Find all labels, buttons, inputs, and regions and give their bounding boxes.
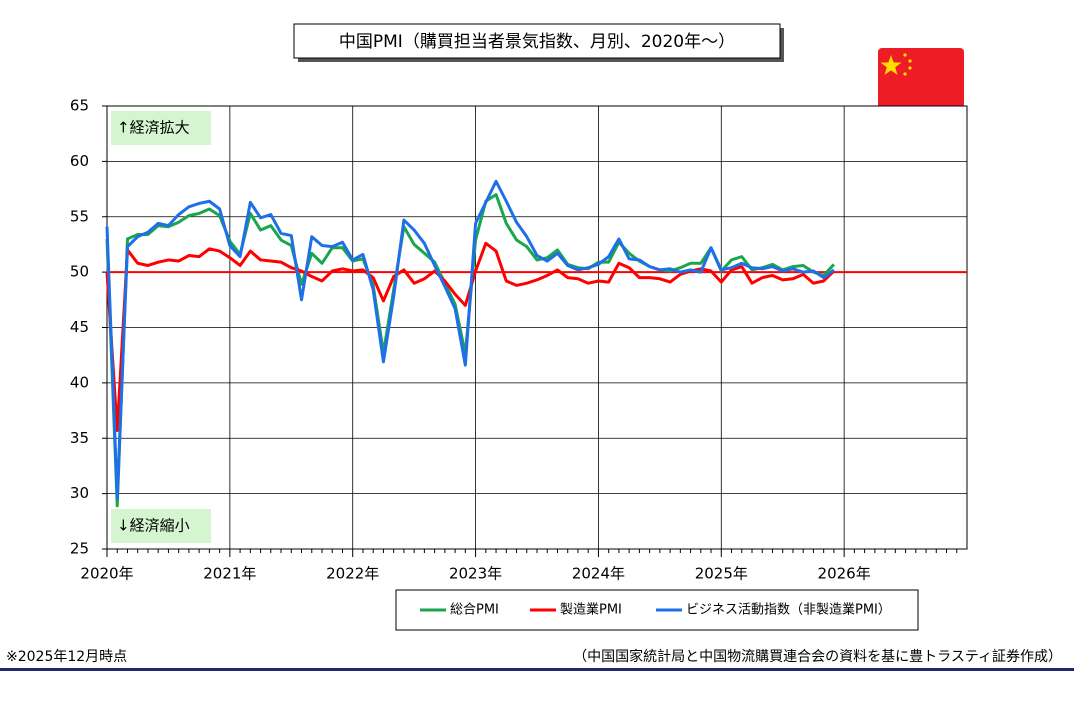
flag-star (903, 53, 907, 57)
x-tick-label: 2020年 (80, 565, 133, 583)
y-tick-label: 35 (70, 429, 89, 447)
footnote: ※2025年12月時点 (6, 649, 127, 665)
y-tick-label: 65 (70, 97, 89, 115)
y-tick-label: 45 (70, 318, 89, 336)
series-line (105, 179, 835, 500)
y-tick-label: 30 (70, 484, 89, 502)
annotation: ↑経済拡大 (117, 119, 190, 137)
annotation: ↓経済縮小 (117, 517, 190, 535)
y-tick-label: 50 (70, 263, 89, 281)
title-box (293, 23, 781, 59)
legend-label: ビジネス活動指数（非製造業PMI） (686, 602, 891, 618)
y-tick-label: 55 (70, 207, 89, 225)
x-tick-label: 2022年 (326, 565, 379, 583)
y-tick-label: 40 (70, 373, 89, 391)
x-tick-label: 2026年 (818, 565, 871, 583)
x-tick-label: 2024年 (572, 565, 625, 583)
footer-rule (0, 668, 1074, 671)
annotation-box (111, 509, 211, 543)
chart-title: 中国PMI（購買担当者景気指数、月別、2020年～） (339, 32, 735, 52)
y-tick-label: 60 (70, 152, 89, 170)
flag-star (903, 72, 907, 76)
annotation-box (111, 111, 211, 145)
legend-label: 総合PMI (450, 603, 499, 618)
source-note: （中国国家統計局と中国物流購買連合会の資料を基に豊トラスティ証券作成） (573, 648, 1062, 665)
x-tick-label: 2021年 (203, 565, 256, 583)
flag-star (908, 66, 912, 70)
x-tick-label: 2023年 (449, 565, 502, 583)
legend-label: 製造業PMI (560, 602, 622, 618)
y-tick-label: 25 (70, 540, 89, 558)
flag-star (908, 59, 912, 63)
flag-star (880, 55, 902, 75)
x-tick-label: 2025年 (695, 565, 748, 583)
